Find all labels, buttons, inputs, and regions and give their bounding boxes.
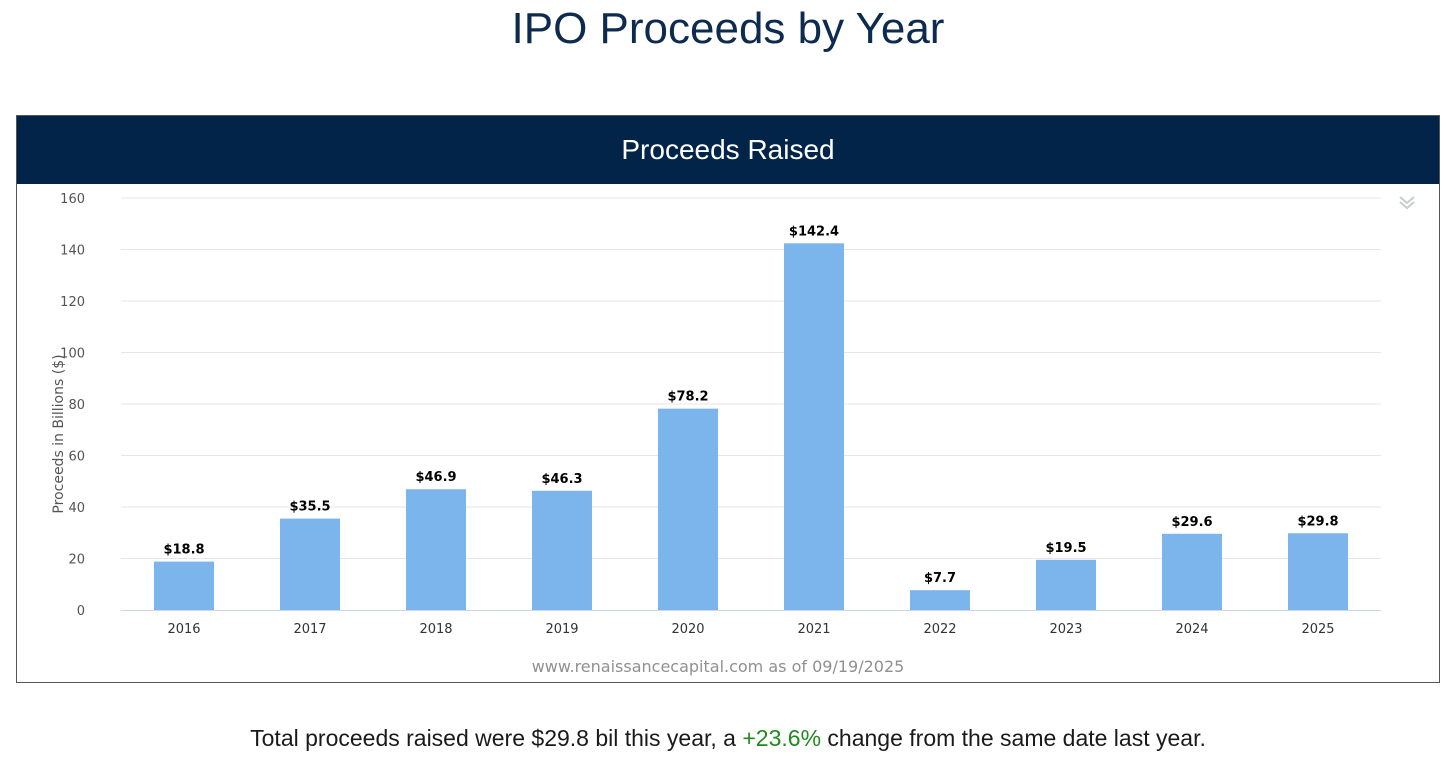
grid-lines (121, 197, 1381, 559)
y-tick-label: 120 (60, 295, 85, 310)
data-label-2021: $142.4 (789, 224, 839, 239)
bar-2020[interactable] (658, 408, 718, 610)
x-tick-label: 2020 (671, 622, 704, 637)
x-tick-label: 2023 (1049, 622, 1082, 637)
y-tick-label: 140 (60, 244, 85, 259)
bar-2016[interactable] (154, 561, 214, 610)
x-tick-label: 2017 (293, 622, 326, 637)
page-title: IPO Proceeds by Year (511, 4, 945, 53)
y-tick-label: 160 (60, 192, 85, 207)
data-label-2024: $29.6 (1171, 515, 1212, 530)
y-tick-label: 0 (77, 604, 85, 619)
bar-2022[interactable] (910, 590, 970, 610)
bar-2024[interactable] (1162, 533, 1222, 610)
data-label-2022: $7.7 (924, 571, 956, 586)
y-axis-label: Proceeds in Billions ($) (51, 354, 67, 513)
x-tick-label: 2016 (167, 622, 200, 637)
data-label-2018: $46.9 (415, 470, 456, 485)
x-tick-label: 2024 (1175, 622, 1208, 637)
data-label-2025: $29.8 (1297, 514, 1338, 529)
bar-2021[interactable] (784, 243, 844, 610)
chart-card: Proceeds Raised 0 20 40 60 80 100 120 140 160 Pr… (16, 115, 1440, 683)
bar-2018[interactable] (406, 489, 466, 610)
chart-title: Proceeds Raised (17, 116, 1439, 184)
x-tick-label: 2022 (923, 622, 956, 637)
summary-prefix: Total proceeds raised were $29.8 bil thi… (250, 725, 743, 751)
bar-data-labels: $18.8 $35.5 $46.9 $46.3 $78.2 $142.4 $7.7 $19.5… (163, 224, 1338, 586)
bar-2023[interactable] (1036, 559, 1096, 610)
y-tick-label: 100 (60, 347, 85, 362)
data-label-2016: $18.8 (163, 543, 204, 558)
bar-2017[interactable] (280, 518, 340, 610)
summary-suffix: change from the same date last year. (821, 725, 1206, 751)
chevron-double-down-icon[interactable] (1397, 192, 1417, 212)
data-label-2017: $35.5 (289, 500, 330, 515)
change-percent: +23.6% (742, 725, 822, 751)
x-tick-label: 2025 (1301, 622, 1334, 637)
bars (154, 243, 1348, 610)
y-axis-ticks: 0 20 40 60 80 100 120 140 160 (60, 192, 85, 619)
y-tick-label: 20 (68, 553, 85, 568)
y-tick-label: 80 (68, 398, 85, 413)
summary-text: Total proceeds raised were $29.8 bil thi… (0, 720, 1456, 756)
bar-2019[interactable] (532, 490, 592, 610)
bar-chart: 0 20 40 60 80 100 120 140 160 Proceeds in Billio… (51, 192, 1381, 676)
x-tick-label: 2018 (419, 622, 452, 637)
y-tick-label: 60 (68, 450, 85, 465)
data-label-2019: $46.3 (541, 472, 582, 487)
bar-2025[interactable] (1288, 533, 1348, 610)
x-tick-label: 2019 (545, 622, 578, 637)
data-label-2020: $78.2 (667, 390, 708, 405)
y-tick-label: 40 (68, 501, 85, 516)
data-label-2023: $19.5 (1045, 541, 1086, 556)
chart-credit[interactable]: www.renaissancecapital.com as of 09/19/2… (532, 657, 905, 676)
x-tick-label: 2021 (797, 622, 830, 637)
x-axis-ticks: 2016 2017 2018 2019 2020 2021 2022 2023 2024 2025 (167, 622, 1334, 637)
